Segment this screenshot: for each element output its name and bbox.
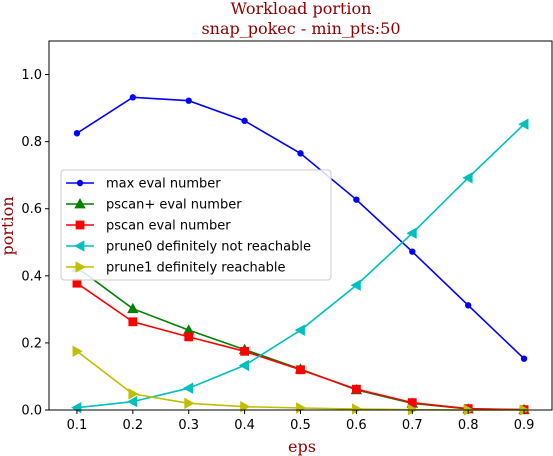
data-point bbox=[240, 400, 251, 413]
data-point bbox=[351, 384, 361, 394]
y-tick-label: 0.0 bbox=[21, 404, 42, 419]
y-tick-label: 0.6 bbox=[21, 202, 42, 217]
data-point bbox=[128, 388, 139, 400]
x-tick-label: 0.7 bbox=[402, 418, 423, 433]
y-tick-label: 0.2 bbox=[21, 336, 42, 351]
data-point bbox=[409, 248, 416, 255]
data-point bbox=[72, 345, 83, 357]
data-point bbox=[518, 118, 529, 130]
x-tick-label: 0.9 bbox=[514, 418, 535, 433]
data-point bbox=[184, 332, 194, 342]
x-axis-ticks: 0.1 0.2 0.3 0.4 0.5 0.6 0.7 0.8 0.9 bbox=[67, 410, 535, 433]
x-tick-label: 0.3 bbox=[178, 418, 199, 433]
x-axis-label: eps bbox=[288, 437, 316, 456]
legend-label: max eval number bbox=[106, 177, 221, 192]
legend-marker bbox=[75, 261, 86, 273]
legend-label: prune0 definitely not reachable bbox=[106, 240, 311, 255]
x-tick-label: 0.2 bbox=[122, 418, 143, 433]
legend-entry: max eval number bbox=[66, 177, 221, 192]
data-point bbox=[73, 130, 81, 137]
legend-entry: pscan+ eval number bbox=[66, 198, 242, 213]
data-point bbox=[240, 346, 250, 356]
legend-entry: pscan eval number bbox=[66, 219, 231, 234]
data-point bbox=[294, 324, 305, 336]
legend-marker bbox=[76, 179, 84, 187]
legend-label: pscan eval number bbox=[106, 219, 231, 234]
legend-label: prune1 definitely reachable bbox=[106, 261, 286, 276]
data-point bbox=[464, 302, 472, 309]
data-point bbox=[520, 355, 528, 362]
legend-entry: prune1 definitely reachable bbox=[66, 261, 286, 276]
series-1 bbox=[73, 94, 528, 362]
data-point bbox=[238, 359, 250, 372]
data-point bbox=[129, 94, 137, 101]
y-tick-label: 1.0 bbox=[21, 68, 42, 83]
data-point bbox=[185, 97, 192, 104]
data-point bbox=[127, 302, 139, 314]
x-tick-label: 0.8 bbox=[458, 418, 479, 433]
y-tick-label: 0.4 bbox=[21, 269, 42, 284]
x-tick-label: 0.6 bbox=[346, 418, 367, 433]
data-point bbox=[296, 365, 305, 375]
data-point bbox=[127, 395, 138, 408]
y-axis-label: portion bbox=[0, 196, 17, 255]
x-tick-label: 0.4 bbox=[234, 418, 255, 433]
data-point bbox=[406, 227, 417, 239]
legend-entry: prune0 definitely not reachable bbox=[66, 240, 311, 255]
data-point bbox=[462, 172, 473, 184]
legend-items: max eval number pscan+ eval number pscan e… bbox=[66, 177, 311, 276]
x-tick-label: 0.5 bbox=[290, 418, 311, 433]
y-tick-label: 0.8 bbox=[21, 135, 42, 150]
legend-box bbox=[60, 169, 332, 281]
data-point bbox=[128, 317, 138, 327]
legend-marker bbox=[75, 220, 85, 230]
data-point bbox=[182, 382, 194, 394]
data-point bbox=[353, 196, 360, 203]
legend-label: pscan+ eval number bbox=[106, 198, 242, 213]
data-point bbox=[350, 279, 361, 291]
chart-subtitle: snap_pokec - min_pts:50 bbox=[201, 19, 400, 38]
x-tick-label: 0.1 bbox=[67, 418, 88, 433]
y-axis-ticks: 0.0 0.2 0.4 0.6 0.8 1.0 bbox=[21, 68, 49, 419]
legend-marker bbox=[74, 198, 86, 209]
data-point bbox=[241, 117, 248, 125]
legend-marker bbox=[74, 240, 85, 252]
legend: max eval number pscan+ eval number pscan e… bbox=[60, 169, 332, 281]
data-point bbox=[297, 150, 304, 157]
chart-title: Workload portion bbox=[231, 0, 372, 18]
data-point bbox=[184, 397, 195, 409]
